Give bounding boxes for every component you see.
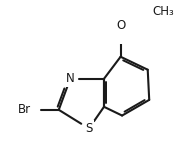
Text: S: S [85, 122, 93, 135]
Text: N: N [66, 72, 75, 85]
Text: CH₃: CH₃ [152, 5, 174, 18]
Text: Br: Br [17, 103, 31, 116]
Text: O: O [116, 20, 125, 33]
